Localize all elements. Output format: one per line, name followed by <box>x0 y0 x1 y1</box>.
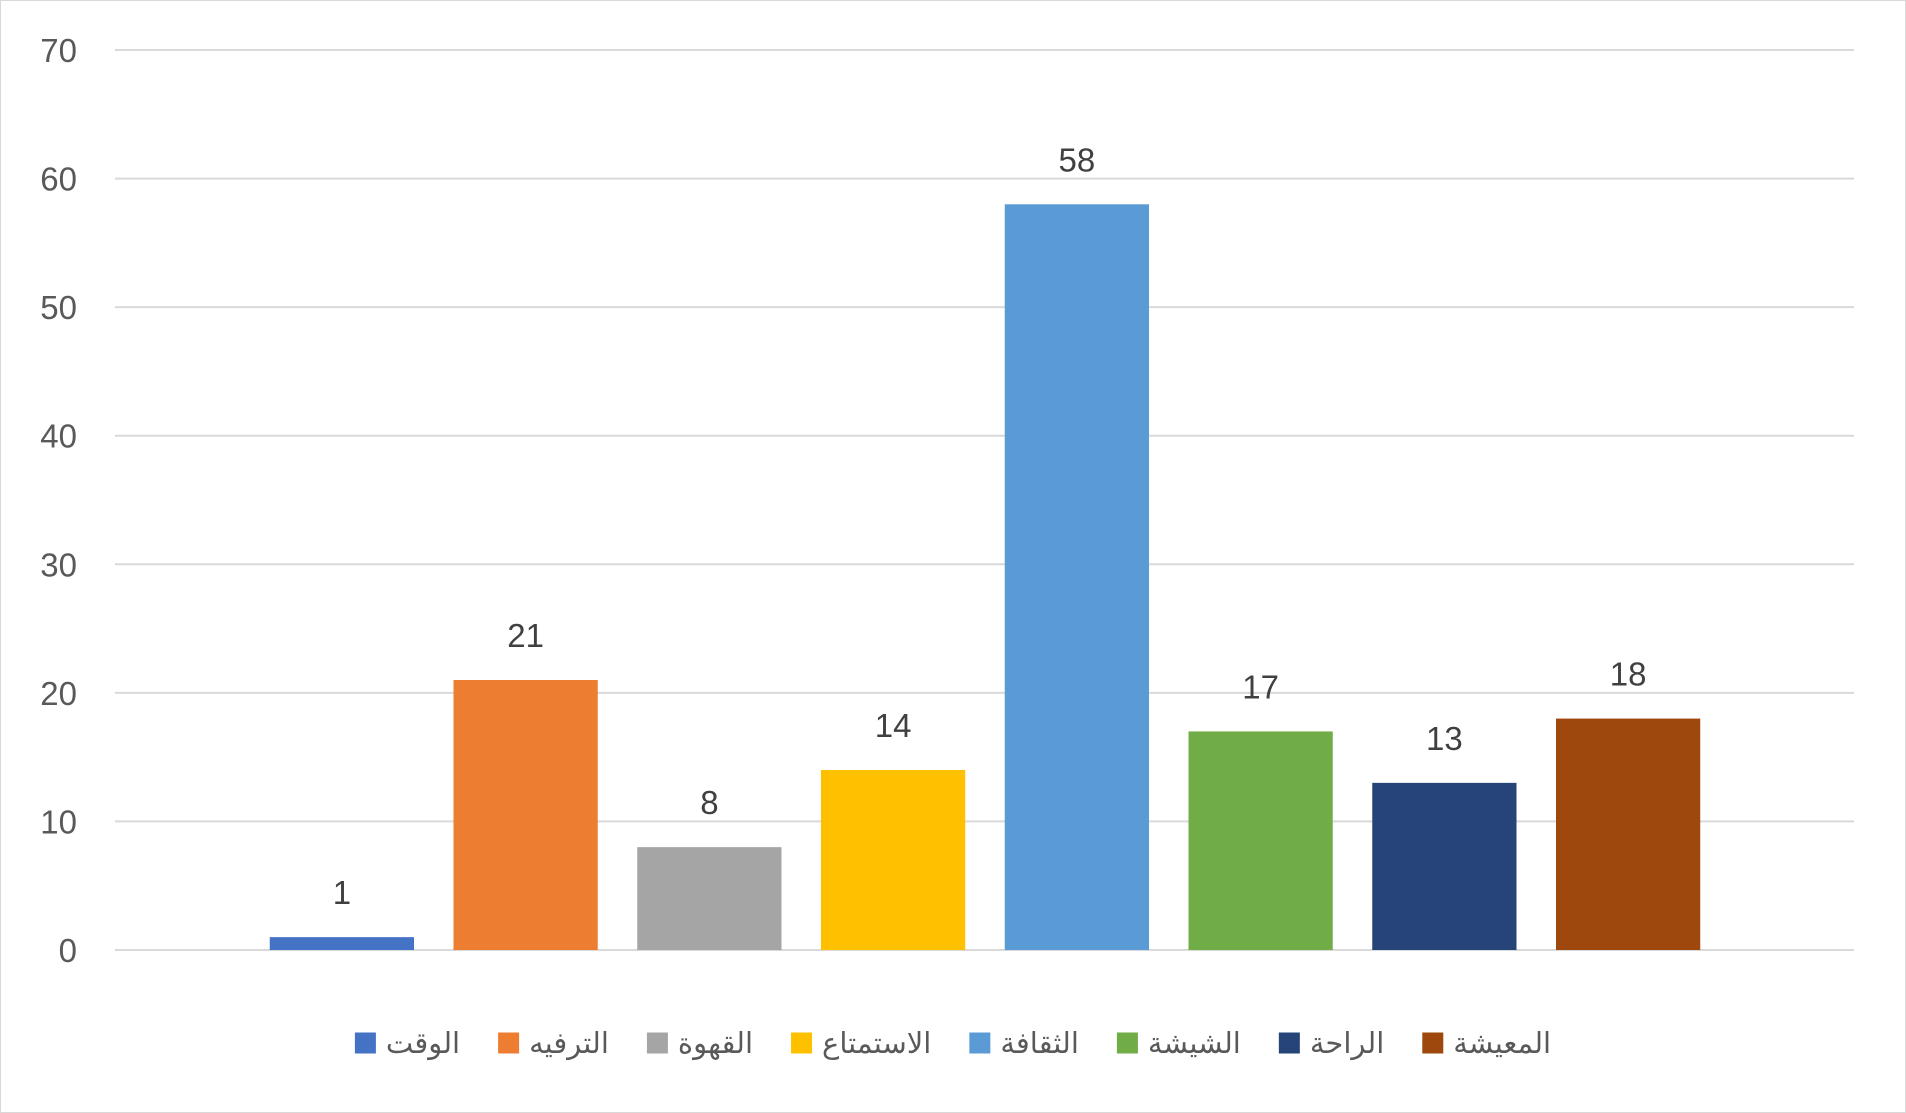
legend-label: المعيشة <box>1453 1026 1551 1060</box>
data-label: 1 <box>333 874 351 911</box>
data-labels: 1 21 8 14 58 17 13 18 <box>333 141 1647 911</box>
legend-label: القهوة <box>678 1026 753 1060</box>
data-label: 18 <box>1610 656 1647 693</box>
y-tick-label: 50 <box>40 289 77 326</box>
legend-swatch <box>791 1032 813 1054</box>
legend-swatch <box>1278 1032 1300 1054</box>
bar <box>269 937 414 950</box>
legend-swatch <box>354 1032 376 1054</box>
data-label: 21 <box>507 617 544 654</box>
y-axis-ticks: 0 10 20 30 40 50 60 70 <box>40 32 77 969</box>
y-tick-label: 40 <box>40 418 77 455</box>
data-label: 13 <box>1426 720 1463 757</box>
data-label: 17 <box>1242 668 1279 705</box>
y-tick-label: 20 <box>40 675 77 712</box>
legend-label: الاستمتاع <box>822 1026 931 1060</box>
y-tick-label: 60 <box>40 161 77 198</box>
bar <box>821 770 966 950</box>
bars <box>269 204 1701 951</box>
bar <box>1372 782 1517 950</box>
legend-swatch <box>1116 1032 1138 1054</box>
legend-label: الترفيه <box>529 1026 609 1060</box>
data-label: 58 <box>1059 141 1096 178</box>
y-tick-label: 10 <box>40 803 77 840</box>
legend-label: الشيشة <box>1148 1026 1241 1060</box>
legend-label: الوقت <box>386 1026 460 1060</box>
y-tick-label: 0 <box>59 932 77 969</box>
bar <box>1556 718 1701 950</box>
bar <box>1188 731 1333 950</box>
bar <box>453 680 598 950</box>
legend-swatch <box>498 1032 520 1054</box>
y-tick-label: 70 <box>40 32 77 69</box>
legend-swatch <box>969 1032 991 1054</box>
legend: الوقت الترفيه القهوة الاستمتاع الثقافة الشيشة… <box>354 1026 1551 1060</box>
data-label: 14 <box>875 707 912 744</box>
data-label: 8 <box>700 784 718 821</box>
bar <box>1004 204 1149 951</box>
legend-swatch <box>1422 1032 1444 1054</box>
legend-label: الثقافة <box>1000 1026 1079 1060</box>
legend-label: الراحة <box>1310 1026 1384 1060</box>
y-tick-label: 30 <box>40 546 77 583</box>
bar <box>637 847 782 950</box>
legend-swatch <box>646 1032 668 1054</box>
